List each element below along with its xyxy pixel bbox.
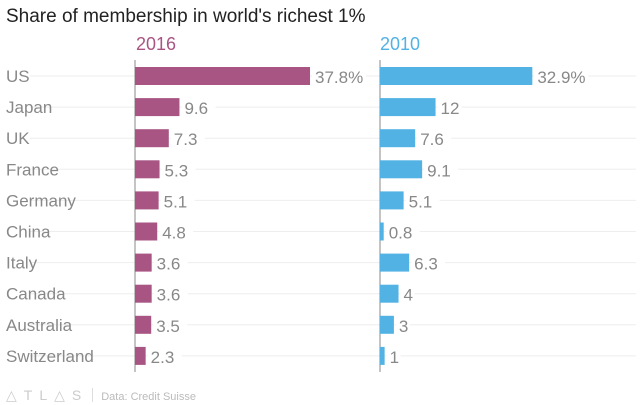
label-bg [159, 221, 194, 242]
bar [380, 253, 410, 272]
label-bg [534, 66, 589, 86]
category-label: Germany [6, 191, 76, 210]
label-bg [181, 97, 216, 118]
bar [380, 67, 533, 85]
data-label: 7.6 [420, 130, 444, 149]
category-label: US [6, 67, 30, 86]
label-bg [161, 159, 196, 180]
data-label: 4 [404, 286, 413, 305]
label-bg [386, 345, 401, 366]
data-label: 5.1 [164, 192, 188, 211]
footer: △TL△S Data: Credit Suisse [6, 387, 196, 404]
category-label: Australia [6, 316, 73, 335]
data-label: 9.1 [427, 161, 451, 180]
bar [135, 129, 169, 148]
data-label: 4.8 [162, 224, 186, 243]
data-label: 2.3 [151, 348, 175, 367]
series-label-2010: 2010 [380, 34, 421, 54]
data-label: 5.1 [409, 192, 433, 211]
label-bg [424, 159, 459, 180]
bar [380, 284, 399, 303]
label-bg [400, 283, 415, 304]
label-bg [153, 252, 188, 273]
data-label: 1 [390, 348, 399, 367]
bar [135, 98, 180, 117]
data-label: 3.6 [157, 255, 181, 274]
data-label: 9.6 [184, 99, 208, 118]
data-label: 3.6 [157, 286, 181, 305]
category-label: UK [6, 129, 30, 148]
data-label: 37.8% [315, 68, 363, 87]
category-label: Canada [6, 285, 66, 304]
bar [380, 222, 384, 241]
data-label: 6.3 [414, 255, 438, 274]
bar [135, 67, 311, 85]
bar [135, 160, 160, 179]
label-bg [170, 128, 205, 149]
series-label-2016: 2016 [136, 34, 177, 54]
bar [380, 129, 416, 148]
bar [380, 98, 436, 117]
label-bg [405, 190, 440, 211]
label-bg [437, 97, 462, 118]
bar [135, 222, 158, 241]
data-label: 5.3 [165, 161, 189, 180]
label-bg [147, 345, 182, 366]
chart-title: Share of membership in world's richest 1… [6, 6, 366, 27]
data-label: 12 [441, 99, 460, 118]
label-bg [411, 252, 446, 273]
data-label: 32.9% [537, 68, 585, 87]
bar [135, 253, 152, 272]
category-label: Japan [6, 98, 52, 117]
bar [380, 160, 423, 179]
source-note: Data: Credit Suisse [101, 391, 196, 403]
label-bg [160, 190, 195, 211]
category-label: Italy [6, 254, 38, 273]
footer-divider [92, 388, 94, 402]
label-bg [395, 314, 410, 335]
bar [135, 346, 146, 365]
label-bg [385, 221, 420, 242]
data-label: 3.5 [156, 317, 180, 336]
label-bg [417, 128, 452, 149]
category-label: Switzerland [6, 347, 94, 366]
data-label: 0.8 [389, 224, 413, 243]
bar [135, 284, 152, 303]
data-label: 3 [399, 317, 408, 336]
atlas-logo: △TL△S [6, 387, 89, 403]
bar [135, 315, 152, 334]
category-label: China [6, 223, 51, 242]
data-label: 7.3 [174, 130, 198, 149]
label-bg [153, 314, 188, 335]
bar [380, 346, 385, 365]
label-bg [312, 66, 367, 86]
label-bg [153, 283, 188, 304]
bar [380, 315, 394, 334]
bar [135, 191, 159, 210]
category-label: France [6, 160, 59, 179]
bar [380, 191, 404, 210]
